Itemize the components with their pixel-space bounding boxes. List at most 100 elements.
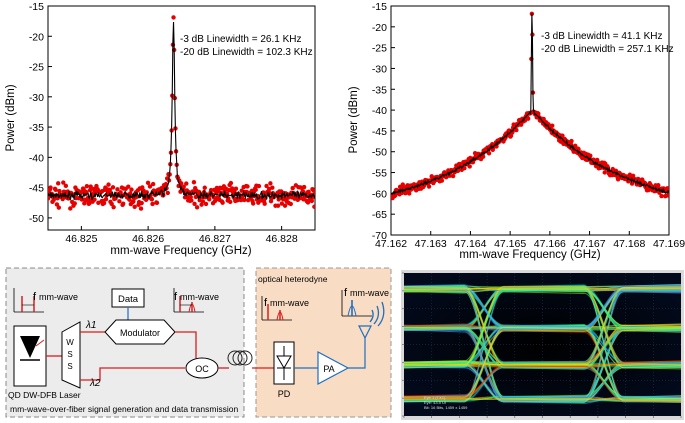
photodiode — [273, 341, 295, 385]
wss: W S S — [61, 321, 81, 389]
data-point — [301, 184, 307, 190]
data-point — [270, 185, 275, 190]
data-point — [207, 197, 212, 202]
x-tick-label: 47.162 — [375, 238, 407, 250]
y-tick-label: -65 — [372, 209, 387, 221]
y-tick-label: -50 — [29, 213, 44, 225]
data-point — [72, 201, 77, 206]
data-point — [288, 201, 293, 207]
data-point — [126, 184, 131, 189]
data-point — [171, 15, 176, 20]
data-point — [536, 111, 541, 116]
data-point — [163, 181, 169, 187]
data-point — [242, 197, 247, 203]
f-mm-wave-label-3: f mm-wave — [264, 297, 309, 309]
x-tick-label: 46.827 — [199, 233, 231, 245]
y-tick-label: -15 — [372, 1, 387, 13]
data-point — [139, 200, 144, 206]
y-tick-label: -45 — [29, 183, 44, 195]
x-tick-label: 47.163 — [415, 238, 447, 250]
pa-label: PA — [323, 364, 334, 374]
chart-2-frame — [390, 5, 670, 236]
data-point — [110, 185, 116, 190]
y-tick-label: -60 — [372, 188, 387, 200]
data-point — [630, 173, 636, 178]
data-point — [145, 180, 151, 186]
data-point — [514, 127, 519, 133]
data-point — [68, 206, 73, 211]
data-point — [525, 116, 531, 121]
data-point — [192, 201, 197, 207]
data-point — [101, 200, 107, 206]
oc-label: OC — [195, 364, 209, 374]
svg-text:f: f — [344, 287, 348, 299]
data-point — [290, 185, 295, 191]
lambda1-label: λ1 — [85, 320, 96, 331]
eye-trace — [403, 290, 682, 399]
data-point — [117, 199, 122, 204]
x-tick-label: 47.166 — [534, 238, 566, 250]
data-point — [150, 181, 156, 187]
data-point — [84, 189, 89, 195]
data-point — [312, 204, 315, 209]
data-point — [275, 203, 281, 208]
data-point — [200, 199, 206, 204]
section2-title: optical heterodyne — [258, 274, 328, 284]
lambda2-path — [80, 367, 185, 381]
chart-2-ticks: 47.162 47.163 47.164 47.165 47.166 47.167 47.1… — [372, 1, 685, 250]
data-point — [228, 180, 234, 186]
data-point — [129, 187, 134, 192]
svg-text:mm-wave: mm-wave — [350, 288, 389, 298]
data-point — [87, 187, 93, 193]
eye-trace — [403, 286, 682, 369]
data-point — [51, 197, 56, 202]
y-tick-label: -50 — [372, 147, 387, 159]
data-point — [92, 197, 97, 202]
data-point — [118, 190, 123, 195]
data-point — [208, 187, 214, 193]
svg-text:mm-wave: mm-wave — [39, 292, 78, 302]
data-point — [109, 201, 114, 207]
data-point — [309, 198, 315, 204]
x-tick-label: 47.167 — [574, 238, 606, 250]
y-tick-label: -40 — [372, 105, 387, 117]
chart-1-xlabel: mm-wave Frequency (GHz) — [110, 245, 251, 257]
lambda2-label: λ2 — [89, 378, 101, 389]
power-amplifier — [317, 351, 350, 385]
data-point — [228, 199, 233, 205]
f-mm-wave-label-4: f mm-wave — [344, 287, 389, 299]
data-point — [191, 180, 197, 185]
y-tick-label: -70 — [372, 230, 387, 242]
data-point — [56, 181, 61, 186]
y-tick-label: -40 — [29, 152, 44, 164]
laser — [13, 325, 47, 387]
chart-2-annotation-2: -20 dB Linewidth = 257.1 KHz — [541, 44, 674, 55]
data-point — [84, 184, 90, 189]
data-point — [88, 184, 93, 189]
chart-2: 47.162 47.163 47.164 47.165 47.166 47.167 47.1… — [348, 1, 685, 261]
eye-trace — [403, 288, 682, 368]
x-tick-label: 46.825 — [65, 233, 97, 245]
chart-1: 46.825 46.826 46.827 46.828 -15 -20 -25 -30 -35 -… — [5, 1, 316, 257]
data-point — [550, 123, 555, 128]
y-tick-label: -35 — [29, 122, 44, 134]
data-point — [54, 202, 60, 207]
eye-axis-ticks — [402, 272, 682, 418]
wss-letter-s1: S — [67, 350, 72, 359]
y-tick-label: -25 — [29, 62, 44, 74]
chart-1-annotation-2: -20 dB Linewidth = 102.3 KHz — [180, 47, 313, 58]
x-tick-label: 47.165 — [494, 238, 526, 250]
data-point — [111, 205, 116, 210]
data-point — [103, 197, 109, 202]
data-point — [57, 188, 62, 194]
data-point — [467, 164, 472, 169]
chart-2-xlabel: mm-wave Frequency (GHz) — [459, 249, 600, 261]
eye-trace — [403, 284, 682, 363]
data-point — [253, 187, 258, 192]
data-point — [184, 181, 189, 186]
spectrum-icon-heterodyne-input — [261, 296, 292, 321]
eye-traces — [403, 283, 682, 405]
eye-info-3: Bit: 16 Bits, 1459 x 1459 — [424, 405, 468, 410]
data-point — [147, 184, 153, 189]
data-point — [194, 205, 200, 210]
